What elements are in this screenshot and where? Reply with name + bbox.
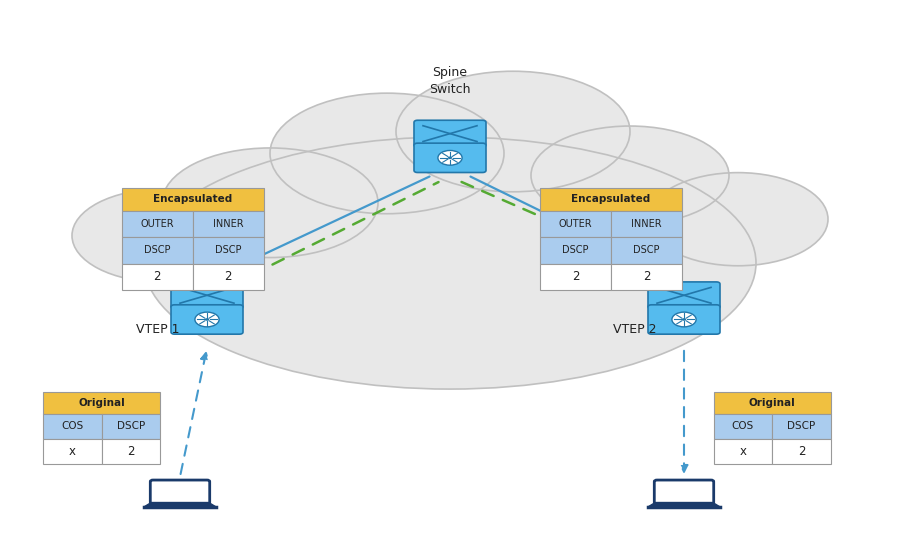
FancyBboxPatch shape bbox=[150, 480, 210, 504]
Ellipse shape bbox=[648, 173, 828, 266]
Text: COS: COS bbox=[732, 421, 754, 431]
Text: 2: 2 bbox=[224, 270, 232, 283]
Circle shape bbox=[205, 318, 209, 321]
Text: x: x bbox=[740, 445, 746, 458]
FancyBboxPatch shape bbox=[648, 282, 720, 309]
FancyBboxPatch shape bbox=[648, 305, 720, 334]
Text: OUTER: OUTER bbox=[140, 219, 174, 229]
Text: Encapsulated: Encapsulated bbox=[572, 195, 651, 204]
FancyBboxPatch shape bbox=[193, 264, 264, 290]
FancyBboxPatch shape bbox=[540, 188, 682, 211]
FancyBboxPatch shape bbox=[122, 264, 193, 290]
FancyBboxPatch shape bbox=[540, 264, 611, 290]
FancyBboxPatch shape bbox=[540, 237, 611, 264]
FancyBboxPatch shape bbox=[122, 188, 264, 211]
Ellipse shape bbox=[396, 71, 630, 192]
FancyBboxPatch shape bbox=[540, 211, 611, 237]
Text: Encapsulated: Encapsulated bbox=[153, 195, 232, 204]
FancyBboxPatch shape bbox=[193, 237, 264, 264]
Text: DSCP: DSCP bbox=[634, 246, 660, 255]
Text: 2: 2 bbox=[153, 270, 161, 283]
FancyBboxPatch shape bbox=[193, 211, 264, 237]
Polygon shape bbox=[648, 503, 720, 507]
Ellipse shape bbox=[144, 137, 756, 389]
Text: DSCP: DSCP bbox=[788, 421, 815, 431]
Text: VTEP 1: VTEP 1 bbox=[136, 323, 179, 336]
Text: DSCP: DSCP bbox=[562, 246, 589, 255]
Ellipse shape bbox=[162, 148, 378, 258]
Text: INNER: INNER bbox=[631, 219, 662, 229]
FancyBboxPatch shape bbox=[171, 282, 243, 309]
Text: Original: Original bbox=[78, 398, 125, 408]
Circle shape bbox=[195, 312, 219, 327]
FancyBboxPatch shape bbox=[102, 414, 160, 439]
Ellipse shape bbox=[270, 93, 504, 214]
Circle shape bbox=[438, 151, 462, 165]
Text: COS: COS bbox=[61, 421, 84, 431]
Circle shape bbox=[672, 312, 696, 327]
Text: DSCP: DSCP bbox=[215, 246, 241, 255]
Text: 2: 2 bbox=[572, 270, 580, 283]
Text: Spine
Switch: Spine Switch bbox=[429, 66, 471, 96]
FancyBboxPatch shape bbox=[43, 414, 102, 439]
FancyBboxPatch shape bbox=[611, 264, 682, 290]
Text: DSCP: DSCP bbox=[144, 246, 170, 255]
FancyBboxPatch shape bbox=[714, 392, 831, 414]
FancyBboxPatch shape bbox=[43, 439, 102, 464]
Text: VTEP 2: VTEP 2 bbox=[613, 323, 656, 336]
FancyBboxPatch shape bbox=[714, 439, 772, 464]
Ellipse shape bbox=[72, 189, 252, 282]
FancyBboxPatch shape bbox=[43, 392, 160, 414]
FancyBboxPatch shape bbox=[772, 439, 831, 464]
Text: 2: 2 bbox=[643, 270, 651, 283]
Text: INNER: INNER bbox=[212, 219, 244, 229]
Text: DSCP: DSCP bbox=[117, 421, 145, 431]
FancyBboxPatch shape bbox=[122, 237, 193, 264]
FancyBboxPatch shape bbox=[611, 237, 682, 264]
Text: OUTER: OUTER bbox=[559, 219, 592, 229]
FancyBboxPatch shape bbox=[122, 211, 193, 237]
Text: Original: Original bbox=[749, 398, 796, 408]
Text: 2: 2 bbox=[797, 445, 806, 458]
FancyBboxPatch shape bbox=[714, 414, 772, 439]
Ellipse shape bbox=[531, 126, 729, 225]
Text: x: x bbox=[69, 445, 76, 458]
FancyBboxPatch shape bbox=[611, 211, 682, 237]
Text: 2: 2 bbox=[127, 445, 135, 458]
FancyBboxPatch shape bbox=[772, 414, 831, 439]
Circle shape bbox=[448, 157, 452, 159]
FancyBboxPatch shape bbox=[414, 143, 486, 173]
FancyBboxPatch shape bbox=[414, 120, 486, 147]
Polygon shape bbox=[144, 503, 216, 507]
Circle shape bbox=[682, 318, 686, 321]
FancyBboxPatch shape bbox=[171, 305, 243, 334]
FancyBboxPatch shape bbox=[654, 480, 714, 504]
FancyBboxPatch shape bbox=[102, 439, 160, 464]
